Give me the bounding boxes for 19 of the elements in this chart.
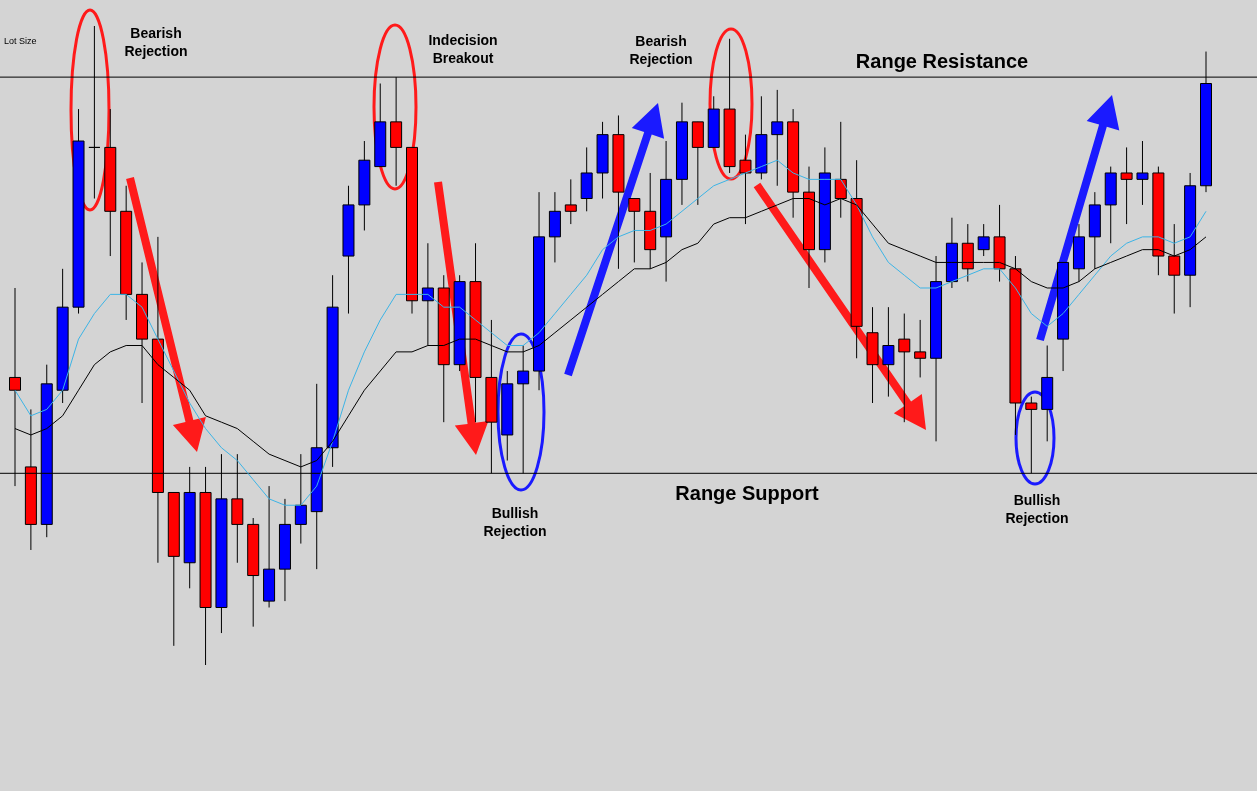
annotation: Bullish Rejection: [483, 505, 547, 539]
annotation: Indecision Breakout: [428, 32, 498, 66]
annotation: Bearish Rejection: [124, 25, 188, 59]
candlestick: [882, 306, 895, 398]
ref-line-label: Range Support: [675, 482, 819, 504]
candlestick: [628, 198, 641, 263]
ref-line-label: Range Resistance: [855, 50, 1029, 72]
candlestick: [1120, 146, 1133, 225]
annotation: Bullish Rejection: [1005, 492, 1069, 526]
annotation: Bearish Rejection: [629, 33, 693, 67]
candlestick: [914, 319, 927, 378]
candlestick: [1136, 140, 1149, 206]
candlestick: [898, 313, 911, 423]
candlestick: [771, 89, 784, 187]
candlestick: [421, 242, 434, 346]
candlestick: [977, 223, 990, 257]
annotation: Lot Size: [4, 36, 37, 46]
candlestick: [1168, 223, 1181, 315]
candlestick: [564, 178, 577, 225]
